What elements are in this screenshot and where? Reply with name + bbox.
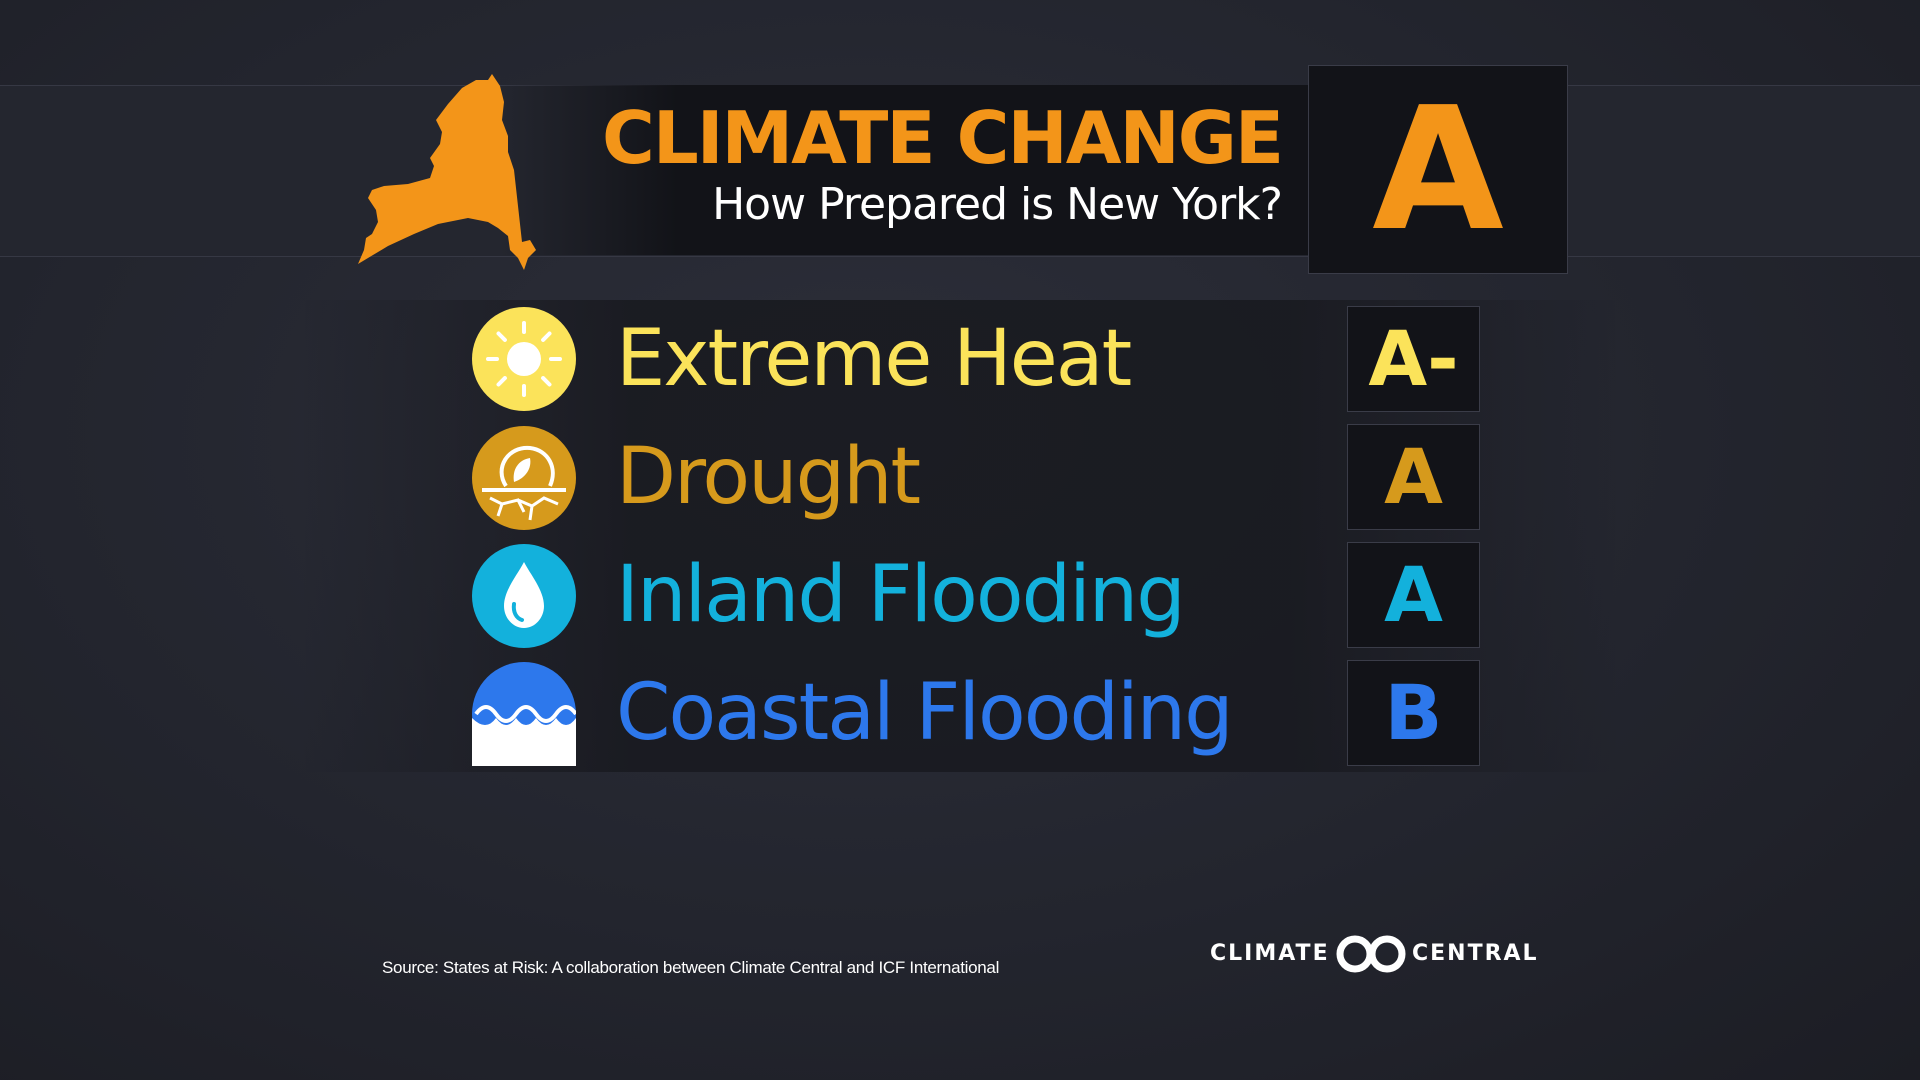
category-label-coastal-flooding: Coastal Flooding: [616, 668, 1234, 758]
source-text: Source: States at Risk: A collaboration …: [382, 958, 1000, 977]
grade-inland-flooding: A: [1384, 550, 1443, 639]
grade-box-coastal-flooding: B: [1347, 660, 1480, 766]
category-label-extreme-heat: Extreme Heat: [616, 314, 1132, 404]
grade-box-extreme-heat: A-: [1347, 306, 1480, 412]
water-drop-icon: [472, 544, 576, 648]
grade-extreme-heat: A-: [1368, 314, 1459, 403]
grade-box-drought: A: [1347, 424, 1480, 530]
climate-central-logo: CLIMATE CENTRAL: [1208, 934, 1538, 974]
overall-grade: A: [1372, 71, 1504, 269]
overall-grade-box: A: [1308, 65, 1568, 274]
drought-icon: [472, 426, 576, 530]
logo-text-left: CLIMATE: [1210, 941, 1330, 966]
logo-text-right: CENTRAL: [1412, 941, 1539, 966]
waves-icon: [472, 662, 576, 766]
grade-drought: A: [1384, 432, 1443, 521]
page-subtitle: How Prepared is New York?: [712, 179, 1283, 230]
new-york-state-icon: [358, 74, 536, 270]
grade-coastal-flooding: B: [1384, 668, 1443, 757]
page-title: CLIMATE CHANGE: [601, 96, 1284, 180]
sun-icon: [472, 307, 576, 411]
grade-box-inland-flooding: A: [1347, 542, 1480, 648]
category-label-inland-flooding: Inland Flooding: [616, 550, 1186, 640]
logo-rings-icon: [1336, 935, 1406, 973]
category-label-drought: Drought: [616, 432, 921, 522]
title-strip: [500, 85, 1308, 255]
